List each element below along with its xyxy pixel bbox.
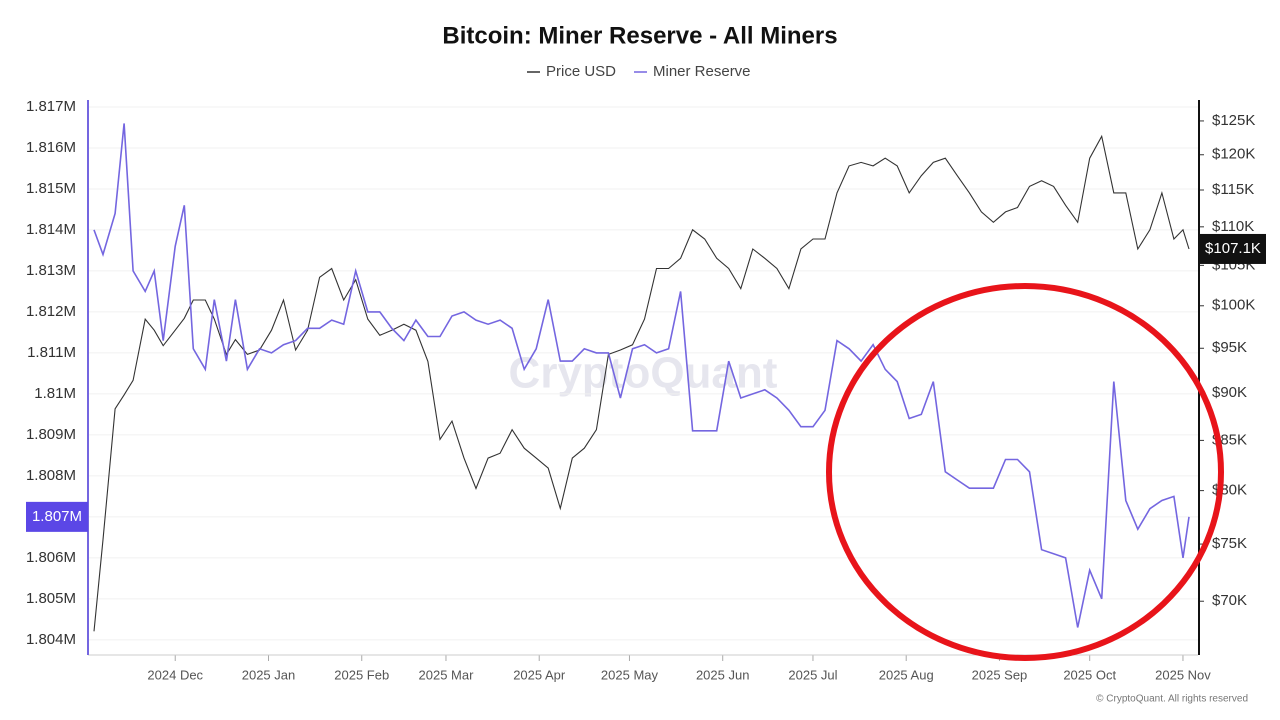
y-tick-label: 1.817M — [26, 98, 76, 115]
y-tick-label: 1.811M — [27, 344, 76, 361]
plot — [93, 123, 1190, 632]
y2-tick-label: $120K — [1212, 146, 1255, 163]
y2-tick-label: $125K — [1212, 112, 1255, 129]
x-tick-label: 2025 Feb — [334, 667, 389, 682]
x-tick-label: 2025 Apr — [513, 667, 566, 682]
x-tick-label: 2024 Dec — [147, 667, 203, 682]
highlight-circle — [826, 283, 1224, 661]
footer: © CryptoQuant. All rights reserved — [1096, 694, 1248, 705]
current-value-box — [26, 501, 88, 532]
series-line — [93, 134, 1190, 632]
y-tick-label: 1.808M — [26, 467, 76, 484]
legend-label: Price USD — [546, 63, 616, 80]
y2-tick-label: $110K — [1212, 218, 1254, 235]
x-tick-label: 2025 Jun — [696, 667, 750, 682]
x-tick-label: 2025 Jan — [242, 667, 296, 682]
y-tick-label: 1.806M — [26, 549, 76, 566]
y2-tick-label: $100K — [1212, 297, 1255, 314]
grid — [88, 106, 1198, 641]
axes: 1.817M 1.816M 1.815M 1.814M 1.813M 1.812M 1.81… — [26, 98, 1266, 682]
x-tick-label: 2025 May — [601, 667, 659, 682]
series-line — [93, 123, 1190, 628]
y-tick-label: 1.804M — [26, 631, 76, 648]
y-tick-label: 1.812M — [26, 303, 76, 320]
x-tick-label: 2025 Nov — [1155, 667, 1211, 682]
y2-tick-label: $70K — [1212, 592, 1247, 609]
y-tick-label: 1.81M — [34, 385, 76, 402]
y-tick-label: 1.813M — [26, 262, 76, 279]
current-value-label: $107.1K — [1205, 240, 1261, 257]
y-tick-label: 1.814M — [26, 221, 76, 238]
current-value-box — [1200, 233, 1266, 264]
y2-tick-label: $90K — [1212, 384, 1247, 401]
x-tick-label: 2025 Mar — [419, 667, 475, 682]
y-tick-label: 1.805M — [26, 590, 76, 607]
legend-label: Miner Reserve — [653, 63, 751, 80]
y-tick-label: 1.809M — [26, 426, 76, 443]
x-tick-label: 2025 Sep — [972, 667, 1028, 682]
watermark: CryptoQuant — [509, 349, 778, 398]
x-tick-label: 2025 Oct — [1063, 667, 1116, 682]
chart-title: Bitcoin: Miner Reserve - All Miners — [442, 22, 837, 49]
y-tick-label: 1.816M — [26, 139, 76, 156]
current-value-label: 1.807M — [32, 508, 82, 525]
y2-tick-label: $75K — [1212, 535, 1247, 552]
y-tick-label: 1.815M — [26, 180, 76, 197]
y2-tick-label: $95K — [1212, 339, 1247, 356]
x-tick-label: 2025 Aug — [879, 667, 934, 682]
x-tick-label: 2025 Jul — [788, 667, 837, 682]
y2-tick-label: $115K — [1212, 181, 1254, 198]
